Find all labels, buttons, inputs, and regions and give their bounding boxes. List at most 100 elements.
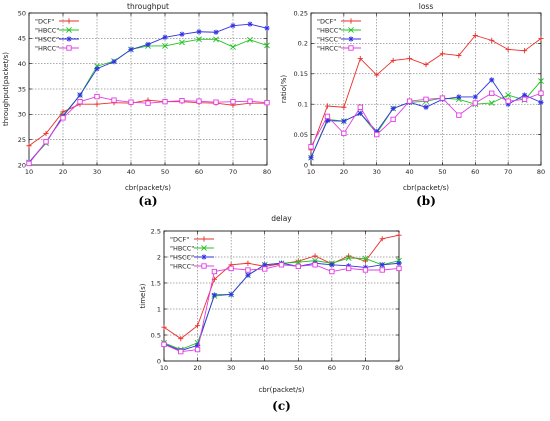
data-point	[456, 112, 462, 118]
data-point	[228, 291, 234, 298]
data-point	[179, 31, 185, 37]
y-tick-label: 0.2	[298, 40, 308, 48]
y-tick-label: 0.25	[294, 9, 308, 17]
y-tick-label: 2.5	[151, 227, 161, 235]
data-point	[345, 265, 352, 272]
data-point	[396, 265, 402, 272]
data-point	[162, 99, 168, 105]
legend: "DCF""HBCC""HSCC""HRCC"	[35, 17, 79, 52]
x-tick-label: 40	[405, 168, 413, 176]
data-point	[324, 113, 331, 120]
legend-label: "HSCC"	[170, 253, 194, 261]
data-point	[505, 101, 511, 107]
data-point	[472, 100, 478, 106]
data-point	[324, 103, 331, 109]
data-point	[379, 236, 385, 242]
data-point	[262, 266, 268, 272]
series-3	[308, 90, 544, 150]
data-point	[145, 100, 151, 106]
data-point	[396, 232, 402, 238]
x-axis-label: cbr(packet/s)	[125, 184, 171, 192]
data-point	[213, 29, 219, 35]
data-point	[406, 56, 413, 62]
x-tick-label: 50	[438, 168, 446, 176]
legend-label: "HRCC"	[170, 262, 194, 270]
series-2	[308, 77, 544, 161]
data-point	[247, 36, 253, 43]
data-point	[228, 265, 234, 272]
data-point	[60, 115, 66, 121]
x-axis-label: cbr(packet/s)	[403, 184, 449, 192]
data-point	[538, 78, 544, 85]
data-point	[196, 36, 202, 43]
data-point	[161, 324, 167, 330]
y-tick-label: 1	[157, 305, 161, 313]
y-axis-label: time(s)	[139, 283, 147, 308]
x-tick-label: 20	[59, 168, 67, 176]
x-tick-label: 70	[361, 364, 369, 372]
data-point	[390, 105, 396, 112]
data-point	[379, 262, 385, 268]
data-point	[264, 25, 270, 31]
chart-title: delay	[271, 214, 292, 223]
legend-label: "HRCC"	[35, 44, 59, 52]
legend-label: "HBCC"	[35, 26, 59, 34]
x-tick-label: 60	[195, 168, 203, 176]
legend-label: "DCF"	[35, 17, 54, 25]
data-point	[178, 336, 184, 342]
legend-label: "DCF"	[170, 235, 189, 243]
data-point	[162, 34, 168, 40]
data-point	[194, 346, 201, 353]
legend-marker	[201, 245, 207, 251]
x-tick-label: 20	[193, 364, 201, 372]
data-point	[264, 42, 270, 49]
data-point	[211, 268, 218, 275]
data-point	[390, 57, 396, 64]
x-tick-label: 80	[395, 364, 403, 372]
legend-label: "DCF"	[317, 17, 336, 25]
chart-panel-loss: loss 10 20 30 40 50 60 70 80 0 0.05 0.1 0.15 0.2 0.25 c…	[280, 2, 545, 208]
data-point	[94, 93, 100, 100]
y-axis-label: ratio(%)	[280, 75, 288, 104]
y-tick-label: 40	[18, 60, 26, 68]
data-point	[77, 92, 83, 98]
y-tick-label: 50	[18, 9, 26, 17]
legend-marker	[66, 27, 72, 33]
data-point	[43, 130, 49, 137]
data-point	[505, 46, 511, 53]
data-point	[472, 32, 478, 39]
data-point	[43, 139, 49, 145]
data-point	[379, 267, 385, 273]
data-point	[245, 267, 251, 273]
x-tick-label: 60	[328, 364, 336, 372]
panel-caption: (c)	[272, 399, 291, 413]
x-tick-label: 50	[161, 168, 169, 176]
data-point	[489, 90, 495, 96]
y-tick-label: 20	[18, 161, 26, 169]
x-axis-label: cbr(packet/s)	[258, 386, 304, 394]
x-tick-label: 30	[373, 168, 381, 176]
y-tick-label: 0	[304, 161, 308, 169]
y-tick-label: 2	[157, 253, 161, 261]
data-point	[26, 143, 32, 149]
data-point	[312, 262, 318, 268]
data-point	[329, 268, 335, 275]
y-tick-label: 1.5	[151, 279, 161, 287]
y-tick-label: 0	[157, 357, 161, 365]
x-tick-label: 20	[340, 168, 348, 176]
plot-frame	[163, 230, 400, 362]
data-point	[396, 260, 402, 266]
data-point	[341, 104, 347, 110]
data-point	[439, 51, 446, 57]
series-3	[26, 93, 270, 167]
data-point	[505, 92, 512, 98]
data-point	[374, 131, 380, 138]
data-point	[362, 255, 369, 262]
data-point	[179, 98, 185, 104]
panel-caption: (a)	[138, 194, 157, 208]
data-point	[230, 44, 236, 50]
data-point	[278, 262, 285, 268]
data-point	[247, 21, 253, 27]
data-point	[472, 94, 478, 100]
